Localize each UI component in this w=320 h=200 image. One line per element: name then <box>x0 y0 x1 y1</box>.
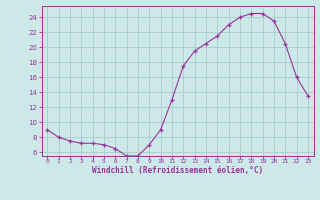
X-axis label: Windchill (Refroidissement éolien,°C): Windchill (Refroidissement éolien,°C) <box>92 166 263 175</box>
